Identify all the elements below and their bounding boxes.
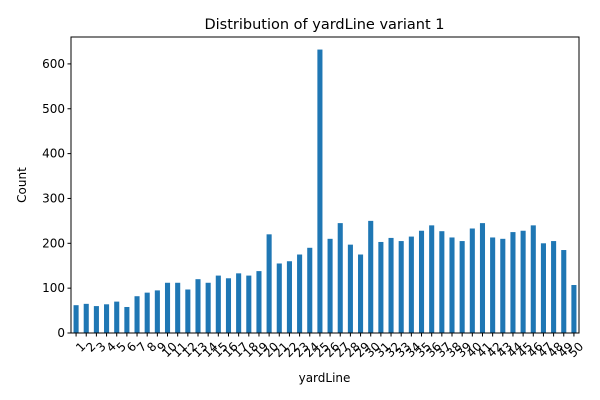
bar-2 — [83, 303, 89, 333]
bar-24 — [307, 247, 313, 333]
bar-13 — [195, 279, 201, 333]
y-tick-label: 100 — [42, 281, 65, 295]
bar-5 — [114, 301, 120, 333]
bar-44 — [510, 232, 516, 333]
bar-7 — [134, 296, 140, 333]
bar-20 — [266, 234, 272, 333]
bar-21 — [276, 263, 282, 333]
bar-49 — [561, 250, 567, 333]
bar-46 — [530, 225, 536, 333]
bar-14 — [205, 282, 211, 333]
bar-36 — [429, 225, 435, 333]
y-axis-label: Count — [15, 167, 29, 203]
y-tick-label: 0 — [57, 326, 65, 340]
y-tick-label: 300 — [42, 191, 65, 205]
bar-37 — [439, 231, 445, 333]
bar-11 — [175, 282, 181, 333]
bar-9 — [154, 290, 160, 333]
x-axis: 1234567891011121314151617181920212223242… — [73, 333, 586, 360]
bar-50 — [571, 285, 577, 333]
bar-27 — [337, 223, 343, 333]
bar-3 — [93, 306, 99, 333]
x-axis-label: yardLine — [299, 371, 351, 385]
y-axis: 0 100 200 300 400 500 600 — [42, 57, 71, 340]
bar-23 — [297, 254, 303, 333]
bar-30 — [368, 220, 374, 333]
y-tick-label: 400 — [42, 147, 65, 161]
y-tick-label: 600 — [42, 57, 65, 71]
bar-40 — [469, 228, 475, 333]
bar-17 — [236, 273, 242, 333]
bar-45 — [520, 230, 526, 333]
bar-12 — [185, 289, 191, 333]
bar-35 — [418, 230, 425, 333]
bar-16 — [225, 278, 232, 333]
bar-39 — [459, 241, 465, 333]
bar-34 — [408, 236, 414, 333]
bar-29 — [358, 254, 364, 333]
bar-26 — [327, 238, 333, 333]
bar-32 — [388, 237, 394, 333]
bar-28 — [347, 244, 353, 333]
bar-4 — [104, 304, 110, 333]
bar-48 — [551, 241, 557, 333]
chart-title: Distribution of yardLine variant 1 — [204, 17, 444, 33]
bar-25 — [317, 49, 323, 334]
bar-1 — [73, 305, 79, 333]
y-tick-label: 200 — [42, 236, 65, 250]
bar-41 — [479, 223, 486, 333]
bar-6 — [124, 306, 130, 333]
plot-frame — [70, 36, 580, 334]
bars-group — [73, 49, 577, 334]
bar-18 — [246, 275, 252, 333]
bar-43 — [500, 238, 506, 333]
bar-22 — [286, 261, 292, 333]
y-tick-label: 500 — [42, 102, 65, 116]
bar-15 — [215, 275, 221, 333]
bar-10 — [164, 282, 171, 333]
bar-33 — [398, 241, 404, 333]
bar-31 — [378, 241, 384, 333]
bar-42 — [490, 237, 496, 333]
bar-19 — [256, 271, 262, 333]
bar-38 — [449, 237, 455, 333]
bar-8 — [144, 292, 150, 333]
bar-47 — [540, 243, 546, 333]
